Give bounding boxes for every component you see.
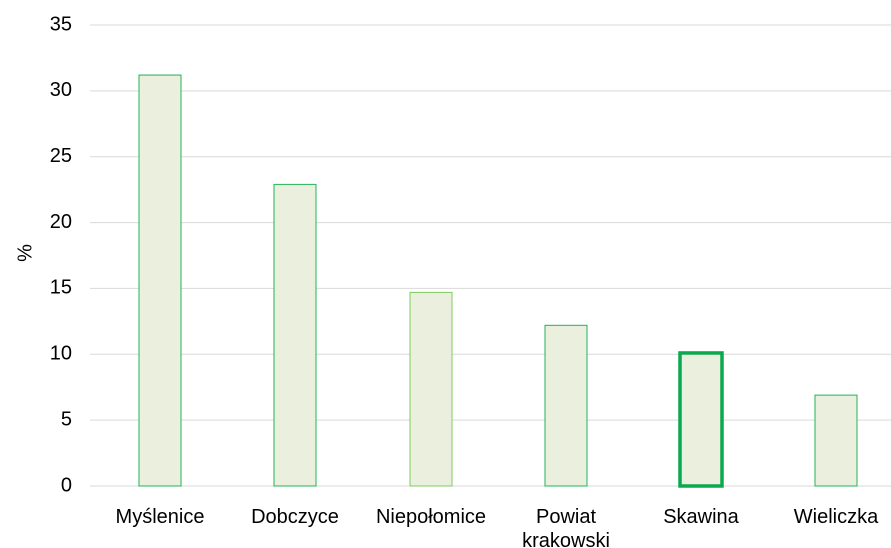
x-category-label-line: Wieliczka	[794, 506, 879, 528]
x-category-label-line: Niepołomice	[376, 506, 486, 528]
x-category-label-line: Skawina	[663, 506, 739, 528]
x-category-label-line: Myślenice	[116, 506, 205, 528]
x-category-label: Myślenice	[116, 506, 205, 528]
y-tick-label: 10	[50, 343, 72, 365]
x-category-label-line: Powiat	[536, 506, 596, 528]
y-tick-label: 15	[50, 277, 72, 299]
y-tick-label: 20	[50, 211, 72, 233]
y-tick-label: 0	[61, 474, 72, 496]
x-category-label: Dobczyce	[251, 506, 339, 528]
bars	[138, 74, 858, 488]
x-category-label: Niepołomice	[376, 506, 486, 528]
x-category-label-line: Dobczyce	[251, 506, 339, 528]
bar	[678, 351, 724, 488]
bar	[544, 324, 588, 487]
y-tick-label: 25	[50, 145, 72, 167]
x-category-label-line: krakowski	[522, 530, 610, 548]
gridlines	[90, 24, 891, 487]
y-axis-tick-labels: 0 5 10 15 20 25 30 35	[50, 13, 72, 496]
x-axis-category-labels: Myślenice Dobczyce Niepołomice Powiat krakow…	[116, 506, 880, 548]
x-category-label: Powiat krakowski	[522, 506, 610, 548]
y-tick-label: 5	[61, 408, 72, 430]
bar	[814, 394, 858, 487]
y-tick-label: 30	[50, 79, 72, 101]
x-category-label: Wieliczka	[794, 506, 879, 528]
y-tick-label: 35	[50, 13, 72, 35]
bar	[138, 74, 182, 487]
bar	[409, 291, 453, 487]
bar	[273, 183, 317, 487]
y-axis-title: %	[14, 244, 36, 262]
x-category-label: Skawina	[663, 506, 739, 528]
